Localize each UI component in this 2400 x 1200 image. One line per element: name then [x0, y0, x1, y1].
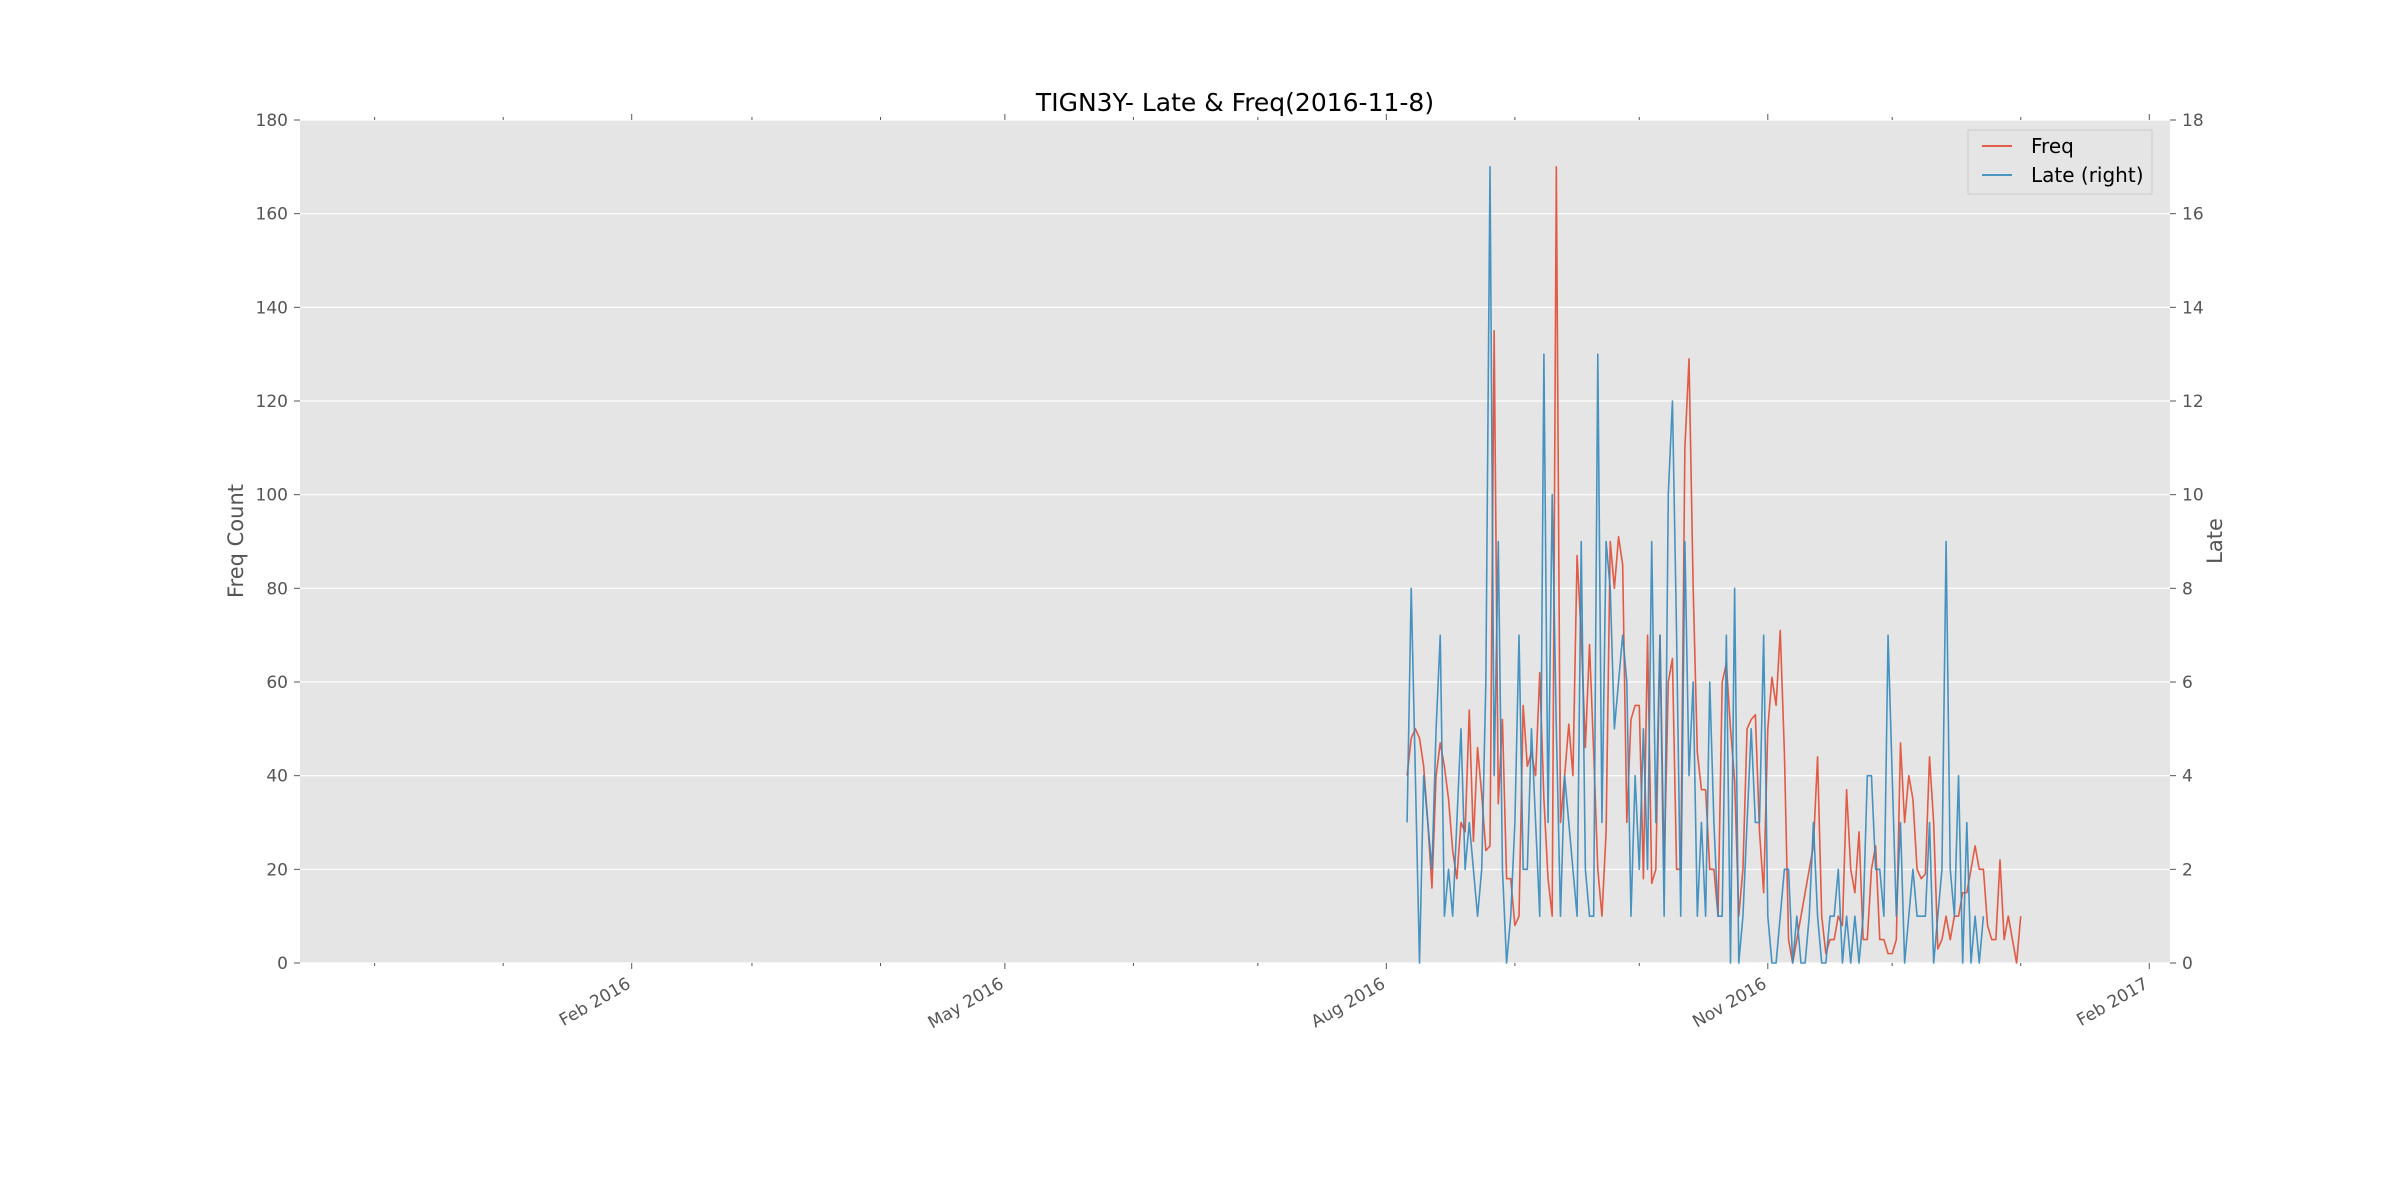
- left-y-tick-label: 0: [277, 954, 288, 974]
- left-y-tick-label: 100: [256, 486, 288, 506]
- left-y-tick-label: 20: [266, 860, 288, 880]
- x-tick-label: Feb 2016: [556, 974, 634, 1031]
- legend-label-late: Late (right): [2031, 163, 2144, 187]
- left-y-tick-label: 80: [266, 579, 288, 599]
- legend: Freq Late (right): [1967, 129, 2153, 195]
- right-y-tick-label: 16: [2182, 205, 2204, 225]
- right-y-tick-label: 4: [2182, 767, 2193, 787]
- right-y-tick-label: 14: [2182, 298, 2204, 318]
- right-y-tick-label: 12: [2182, 392, 2204, 412]
- grid-lines: [300, 119, 2170, 964]
- x-tick-label: Nov 2016: [1689, 974, 1770, 1032]
- series-line-late: [1406, 166, 1985, 964]
- left-y-axis-title: Freq Count: [224, 484, 248, 598]
- right-y-tick-label: 0: [2182, 954, 2193, 974]
- right-y-tick-label: 18: [2182, 111, 2204, 131]
- chart-title: TIGN3Y- Late & Freq(2016-11-8): [1035, 88, 1434, 117]
- right-y-tick-label: 6: [2182, 673, 2193, 693]
- right-y-axis-title: Late: [2203, 518, 2227, 564]
- left-y-tick-label: 120: [256, 392, 288, 412]
- left-y-axis-ticks: 0 20 40 60 80 100 120 140 160 180: [256, 111, 300, 974]
- series-layer: [1406, 166, 2022, 964]
- x-tick-label: Aug 2016: [1308, 974, 1389, 1032]
- left-y-tick-label: 140: [256, 298, 288, 318]
- series-line-freq: [1406, 166, 2022, 964]
- left-y-tick-label: 160: [256, 205, 288, 225]
- left-y-tick-label: 180: [256, 111, 288, 131]
- plot-background: [300, 120, 2170, 963]
- right-y-tick-label: 10: [2182, 486, 2204, 506]
- x-tick-label: Feb 2017: [2074, 974, 2152, 1031]
- left-y-tick-label: 60: [266, 673, 288, 693]
- right-y-axis-ticks: 0 2 4 6 8 10 12 14 16 18: [2170, 111, 2204, 974]
- right-y-tick-label: 8: [2182, 579, 2193, 599]
- right-y-tick-label: 2: [2182, 860, 2193, 880]
- left-y-tick-label: 40: [266, 767, 288, 787]
- legend-box: [1967, 129, 2153, 195]
- x-tick-label: May 2016: [925, 974, 1008, 1033]
- legend-label-freq: Freq: [2031, 134, 2074, 158]
